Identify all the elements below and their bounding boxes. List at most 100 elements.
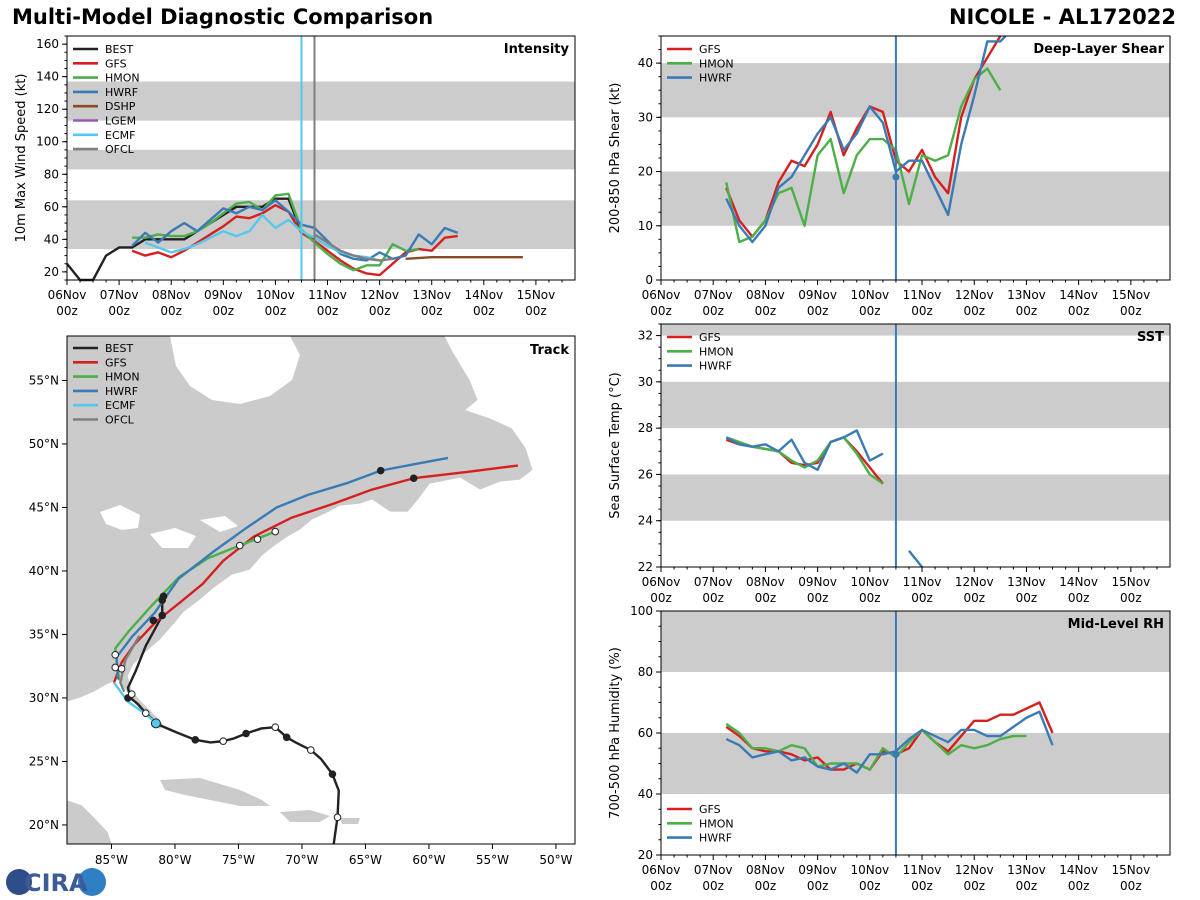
track-position-dot bbox=[141, 709, 150, 717]
intensity-ytick-label: 40 bbox=[44, 232, 59, 246]
sst-xtick-label: 14Nov bbox=[1059, 575, 1098, 589]
track-xtick-label: 70°W bbox=[285, 853, 318, 867]
track-position-dot bbox=[271, 723, 280, 731]
shear-xtick-label: 00z bbox=[1016, 304, 1038, 318]
intensity-panel: 20 40 60 80 100 120 140 160 06Nov 00z 07Nov 00z 08No… bbox=[14, 35, 576, 318]
intensity-xtick-label: 00z bbox=[56, 304, 78, 318]
track-position-dot bbox=[282, 733, 291, 742]
rh-xtick-label: 00z bbox=[702, 879, 724, 893]
sst-xtick-label: 06Nov bbox=[642, 575, 681, 589]
track-legend-label: HWRF bbox=[105, 385, 138, 398]
track-frame bbox=[66, 335, 576, 845]
sst-ytick-label: 28 bbox=[638, 421, 653, 435]
track-position-dot bbox=[333, 813, 342, 822]
track-position-dot bbox=[111, 663, 120, 672]
rh-xtick-label: 00z bbox=[963, 879, 985, 893]
intensity-ylabel: 10m Max Wind Speed (kt) bbox=[14, 74, 29, 243]
shear-xtick-label: 00z bbox=[650, 304, 672, 318]
intensity-xtick-label: 00z bbox=[369, 304, 391, 318]
rh-legend-label: GFS bbox=[699, 803, 721, 816]
shear-xtick-label: 11Nov bbox=[903, 288, 942, 302]
title-left: Multi-Model Diagnostic Comparison bbox=[12, 5, 434, 29]
track-panel: 85°W 80°W 75°W 70°W 65°W 60°W 55°W 50°W 20°N 25°N… bbox=[29, 335, 576, 867]
intensity-title: Intensity bbox=[504, 42, 570, 57]
rh-legend-label: HWRF bbox=[699, 832, 732, 845]
rh-xtick-label: 12Nov bbox=[955, 863, 994, 877]
track-legend-label: GFS bbox=[105, 356, 127, 369]
shear-ylabel: 200-850 hPa Shear (kt) bbox=[608, 83, 623, 234]
logo-text: CIRA bbox=[24, 869, 88, 897]
track-position-dot bbox=[127, 690, 136, 698]
intensity-legend-label: ECMF bbox=[105, 129, 135, 142]
sst-ytick-label: 30 bbox=[638, 375, 653, 389]
sst-series-hwrf bbox=[908, 550, 923, 568]
mexico-land bbox=[67, 799, 113, 844]
track-position-dot bbox=[111, 650, 120, 659]
shear-xtick-label: 00z bbox=[755, 304, 777, 318]
shear-xtick-label: 00z bbox=[911, 304, 933, 318]
rh-xtick-label: 14Nov bbox=[1059, 863, 1098, 877]
caribbean-islands bbox=[280, 810, 360, 824]
intensity-legend-label: OFCL bbox=[105, 143, 135, 156]
hudson-bay bbox=[170, 336, 300, 404]
rh-series-hwrf bbox=[725, 710, 1054, 774]
rh-xtick-label: 15Nov bbox=[1111, 863, 1150, 877]
sst-xtick-label: 09Nov bbox=[798, 575, 837, 589]
sst-band bbox=[661, 474, 1170, 521]
shear-xtick-label: 15Nov bbox=[1111, 288, 1150, 302]
shear-xtick-label: 00z bbox=[807, 304, 829, 318]
track-xtick-label: 75°W bbox=[222, 853, 255, 867]
sst-xtick-label: 13Nov bbox=[1007, 575, 1046, 589]
shear-series-hwrf bbox=[725, 35, 1007, 244]
intensity-series-best bbox=[66, 197, 316, 282]
track-legend-label: OFCL bbox=[105, 414, 135, 427]
sst-band bbox=[661, 381, 1170, 429]
shear-legend-label: GFS bbox=[699, 43, 721, 56]
sst-xtick-label: 11Nov bbox=[903, 575, 942, 589]
intensity-xtick-label: 08Nov bbox=[152, 288, 191, 302]
track-xtick-label: 50°W bbox=[539, 853, 572, 867]
rh-xtick-label: 00z bbox=[650, 879, 672, 893]
title-right: NICOLE - AL172022 bbox=[948, 5, 1176, 29]
sst-xtick-label: 00z bbox=[1016, 591, 1038, 605]
shear-xtick-label: 09Nov bbox=[798, 288, 837, 302]
rh-xtick-label: 00z bbox=[755, 879, 777, 893]
sst-xtick-label: 00z bbox=[702, 591, 724, 605]
rh-marker bbox=[892, 750, 900, 758]
intensity-xtick-label: 00z bbox=[213, 304, 235, 318]
track-legend-label: BEST bbox=[105, 342, 133, 355]
shear-xtick-label: 00z bbox=[1120, 304, 1142, 318]
track-ytick-label: 40°N bbox=[29, 564, 59, 578]
intensity-xtick-label: 00z bbox=[265, 304, 287, 318]
track-xtick-label: 65°W bbox=[349, 853, 382, 867]
rh-xtick-label: 07Nov bbox=[694, 863, 733, 877]
shear-xtick-label: 06Nov bbox=[642, 288, 681, 302]
track-position-dot bbox=[117, 664, 126, 673]
track-position-dot bbox=[191, 736, 200, 744]
rh-xtick-label: 13Nov bbox=[1007, 863, 1046, 877]
rh-ylabel: 700-500 hPa Humidity (%) bbox=[608, 647, 623, 819]
intensity-xtick-label: 00z bbox=[317, 304, 339, 318]
intensity-band bbox=[67, 149, 575, 170]
colostate-icon bbox=[78, 868, 106, 896]
rh-xtick-label: 00z bbox=[859, 879, 881, 893]
rh-xtick-label: 00z bbox=[1068, 879, 1090, 893]
intensity-band bbox=[67, 81, 575, 121]
intensity-series-ofcl bbox=[313, 233, 393, 262]
intensity-xtick-label: 11Nov bbox=[308, 288, 347, 302]
sst-xtick-label: 00z bbox=[859, 591, 881, 605]
rh-band bbox=[661, 733, 1170, 794]
track-title: Track bbox=[530, 343, 569, 358]
rh-legend-label: HMON bbox=[699, 817, 734, 830]
intensity-ytick-label: 160 bbox=[36, 37, 59, 51]
cira-logo: CIRA bbox=[6, 868, 106, 897]
intensity-series-hmon bbox=[132, 192, 419, 272]
rh-title: Mid-Level RH bbox=[1068, 617, 1164, 632]
intensity-series-ecmf bbox=[144, 213, 380, 262]
track-position-dot bbox=[253, 535, 262, 544]
intensity-legend-label: LGEM bbox=[105, 115, 136, 128]
rh-ytick-label: 100 bbox=[630, 604, 653, 618]
rh-xtick-label: 00z bbox=[1016, 879, 1038, 893]
shear-panel: 0 10 20 30 40 06Nov 00z 07Nov 00z 08Nov 00z 09Nov 00… bbox=[608, 35, 1171, 318]
intensity-xtick-label: 14Nov bbox=[464, 288, 503, 302]
